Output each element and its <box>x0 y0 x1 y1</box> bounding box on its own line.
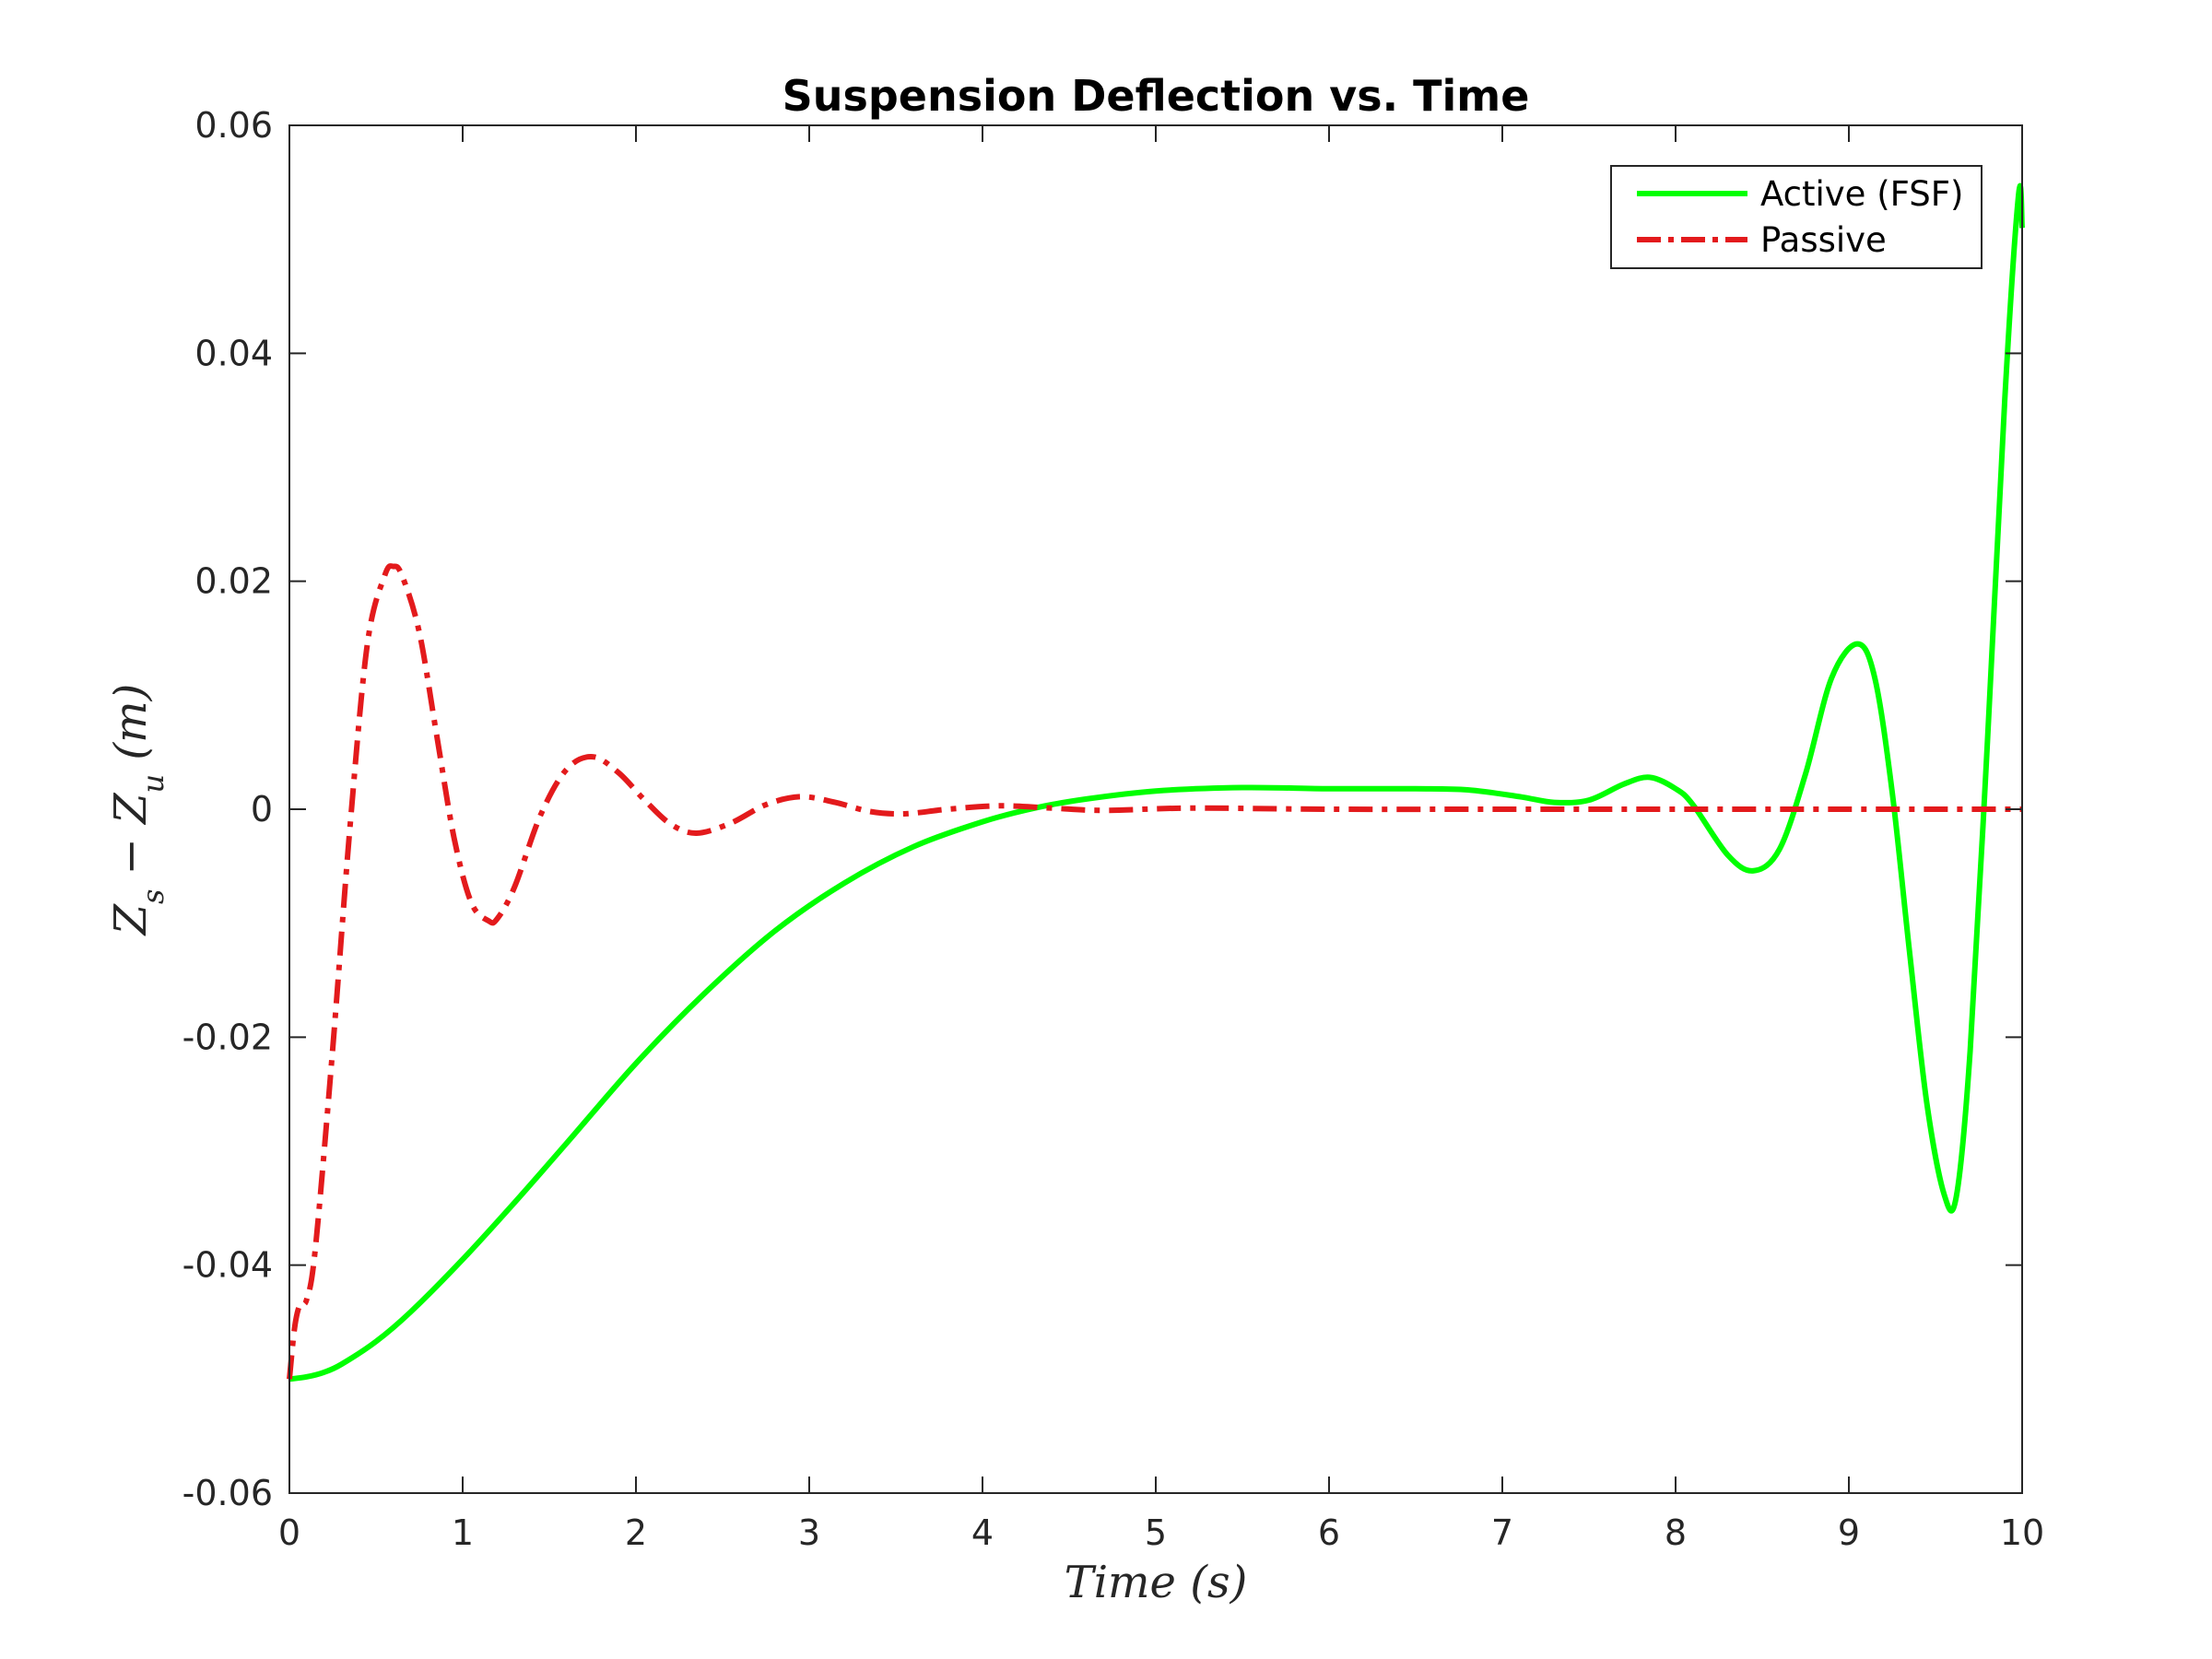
y-tick-label: 0 <box>251 789 273 830</box>
x-tick-label: 1 <box>452 1512 474 1553</box>
y-axis: -0.06 -0.04 -0.02 0 0.02 0.04 0.06 <box>182 105 2022 1513</box>
x-axis: 0 1 2 3 4 5 6 7 8 9 10 <box>278 125 2044 1553</box>
x-tick-label: 9 <box>1838 1512 1860 1553</box>
x-tick-label: 4 <box>971 1512 994 1553</box>
y-label-z-s: Z <box>105 902 157 936</box>
y-tick-label: 0.04 <box>194 333 273 373</box>
y-tick-label: -0.04 <box>182 1245 273 1286</box>
x-tick-label: 2 <box>625 1512 647 1553</box>
series-line-active-fsf <box>288 182 2025 1382</box>
x-tick-label: 0 <box>278 1512 300 1553</box>
y-tick-label: 0.02 <box>194 561 273 602</box>
legend-box <box>1610 165 1983 269</box>
y-label-sub-u: u <box>135 774 171 794</box>
series-layer <box>287 182 2025 1382</box>
x-tick-label: 7 <box>1491 1512 1513 1553</box>
y-tick-label: -0.06 <box>182 1473 273 1513</box>
legend: Active (FSF) Passive <box>1610 165 1983 269</box>
legend-label-active: Active (FSF) <box>1760 174 1963 214</box>
y-tick-label: -0.02 <box>182 1017 273 1057</box>
y-tick-label: 0.06 <box>194 105 273 146</box>
plot-area <box>289 125 2022 1493</box>
x-tick-label: 8 <box>1665 1512 1687 1553</box>
x-tick-label: 10 <box>2000 1512 2044 1553</box>
y-axis-label: Zs − Zu (m) <box>105 684 171 937</box>
series-line-passive <box>287 563 2022 1380</box>
x-tick-label: 5 <box>1145 1512 1167 1553</box>
y-label-unit: (m) <box>105 684 157 774</box>
x-axis-label: Time (s) <box>1065 1557 1248 1608</box>
chart-title: Suspension Deflection vs. Time <box>782 71 1530 121</box>
x-tick-label: 3 <box>798 1512 820 1553</box>
x-tick-label: 6 <box>1318 1512 1340 1553</box>
y-label-z-u: Z <box>105 792 157 826</box>
y-label-sub-s: s <box>135 889 171 904</box>
legend-label-passive: Passive <box>1760 220 1887 260</box>
y-label-minus: − <box>105 824 157 889</box>
